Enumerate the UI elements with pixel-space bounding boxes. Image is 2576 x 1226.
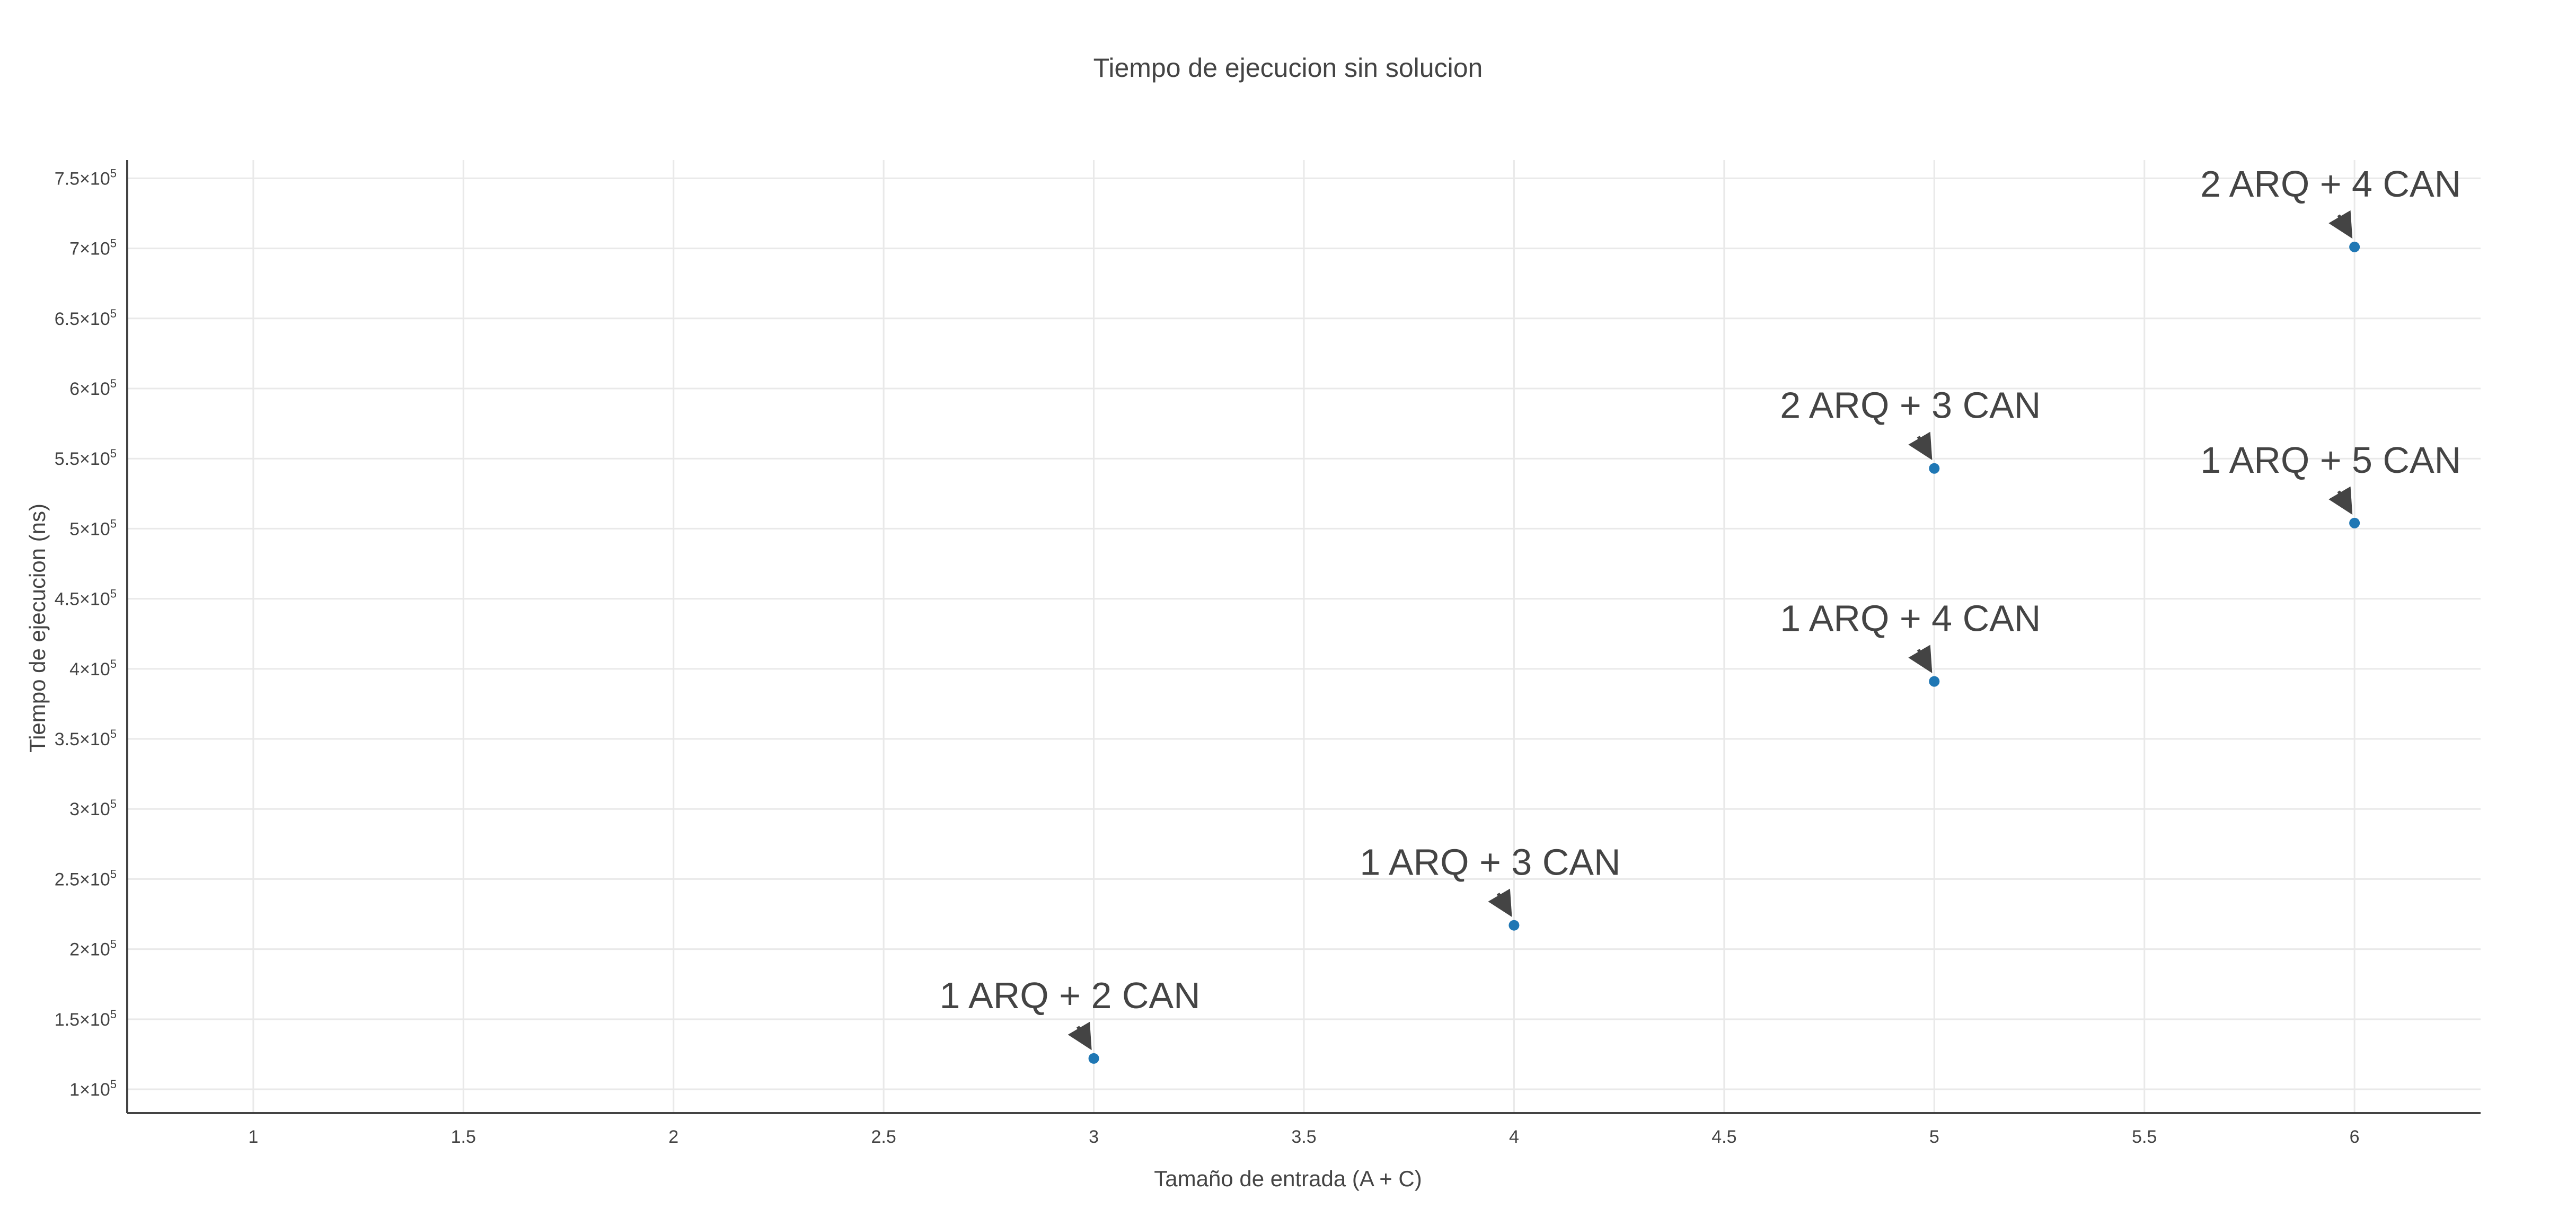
x-tick-label: 3.5 (1291, 1127, 1316, 1147)
point-annotation-label: 2 ARQ + 3 CAN (1780, 385, 2041, 426)
x-tick-labels: 1 1.5 2 2.5 3 3.5 4 4.5 5 5.5 6 (248, 1127, 2359, 1147)
y-tick-label: 5.5×105 (55, 447, 117, 469)
y-tick-label: 1.5×105 (55, 1008, 117, 1030)
y-tick-label: 3.5×105 (55, 727, 117, 749)
annotation-arrow (2328, 210, 2353, 239)
annotation-arrow (2328, 486, 2353, 515)
y-tick-label: 5×105 (69, 517, 117, 539)
x-tick-label: 5 (1929, 1127, 1939, 1147)
data-point (2349, 241, 2360, 252)
point-annotation-label: 2 ARQ + 4 CAN (2200, 163, 2461, 205)
y-tick-label: 6.5×105 (55, 307, 117, 329)
x-tick-label: 4.5 (1712, 1127, 1736, 1147)
annotation-arrow (1908, 645, 1933, 673)
point-annotations: 1 ARQ + 2 CAN 1 ARQ + 3 CAN 1 ARQ + 4 CAN 2… (939, 163, 2461, 1051)
y-tick-label: 1×105 (69, 1078, 117, 1100)
data-point (1929, 676, 1940, 687)
chart-title: Tiempo de ejecucion sin solucion (1093, 53, 1483, 83)
annotation-arrow (1908, 431, 1933, 461)
y-tick-labels: 1×105 1.5×105 2×105 2.5×105 3×105 3.5×105 4×10… (55, 166, 117, 1100)
x-axis-title: Tamaño de entrada (A + C) (1154, 1166, 1422, 1191)
x-tick-label: 1.5 (451, 1127, 476, 1147)
y-tick-label: 2×105 (69, 938, 117, 960)
y-axis-title: Tiempo de ejecucion (ns) (25, 504, 50, 753)
y-tick-label: 6×105 (69, 377, 117, 399)
x-tick-label: 6 (2350, 1127, 2360, 1147)
y-tick-label: 4×105 (69, 657, 117, 680)
annotation-arrow (1488, 888, 1512, 918)
annotation-arrow (1068, 1021, 1092, 1051)
data-point (1508, 920, 1520, 931)
y-gridlines (127, 177, 2481, 1090)
y-tick-label: 2.5×105 (55, 867, 117, 889)
data-point (1929, 463, 1940, 474)
y-tick-label: 7.5×105 (55, 166, 117, 189)
x-tick-label: 5.5 (2132, 1127, 2157, 1147)
point-annotation-label: 1 ARQ + 3 CAN (1360, 842, 1620, 883)
y-tick-label: 7×105 (69, 237, 117, 259)
y-tick-label: 4.5×105 (55, 587, 117, 610)
data-point (1088, 1053, 1099, 1064)
data-point (2349, 517, 2360, 528)
data-points (1088, 241, 2360, 1064)
x-tick-label: 4 (1509, 1127, 1519, 1147)
point-annotation-label: 1 ARQ + 5 CAN (2200, 439, 2461, 481)
x-tick-label: 1 (248, 1127, 258, 1147)
x-tick-label: 3 (1089, 1127, 1099, 1147)
point-annotation-label: 1 ARQ + 2 CAN (939, 975, 1200, 1016)
x-tick-label: 2 (668, 1127, 678, 1147)
x-tick-label: 2.5 (871, 1127, 896, 1147)
point-annotation-label: 1 ARQ + 4 CAN (1780, 598, 2041, 639)
y-tick-label: 3×105 (69, 797, 117, 819)
